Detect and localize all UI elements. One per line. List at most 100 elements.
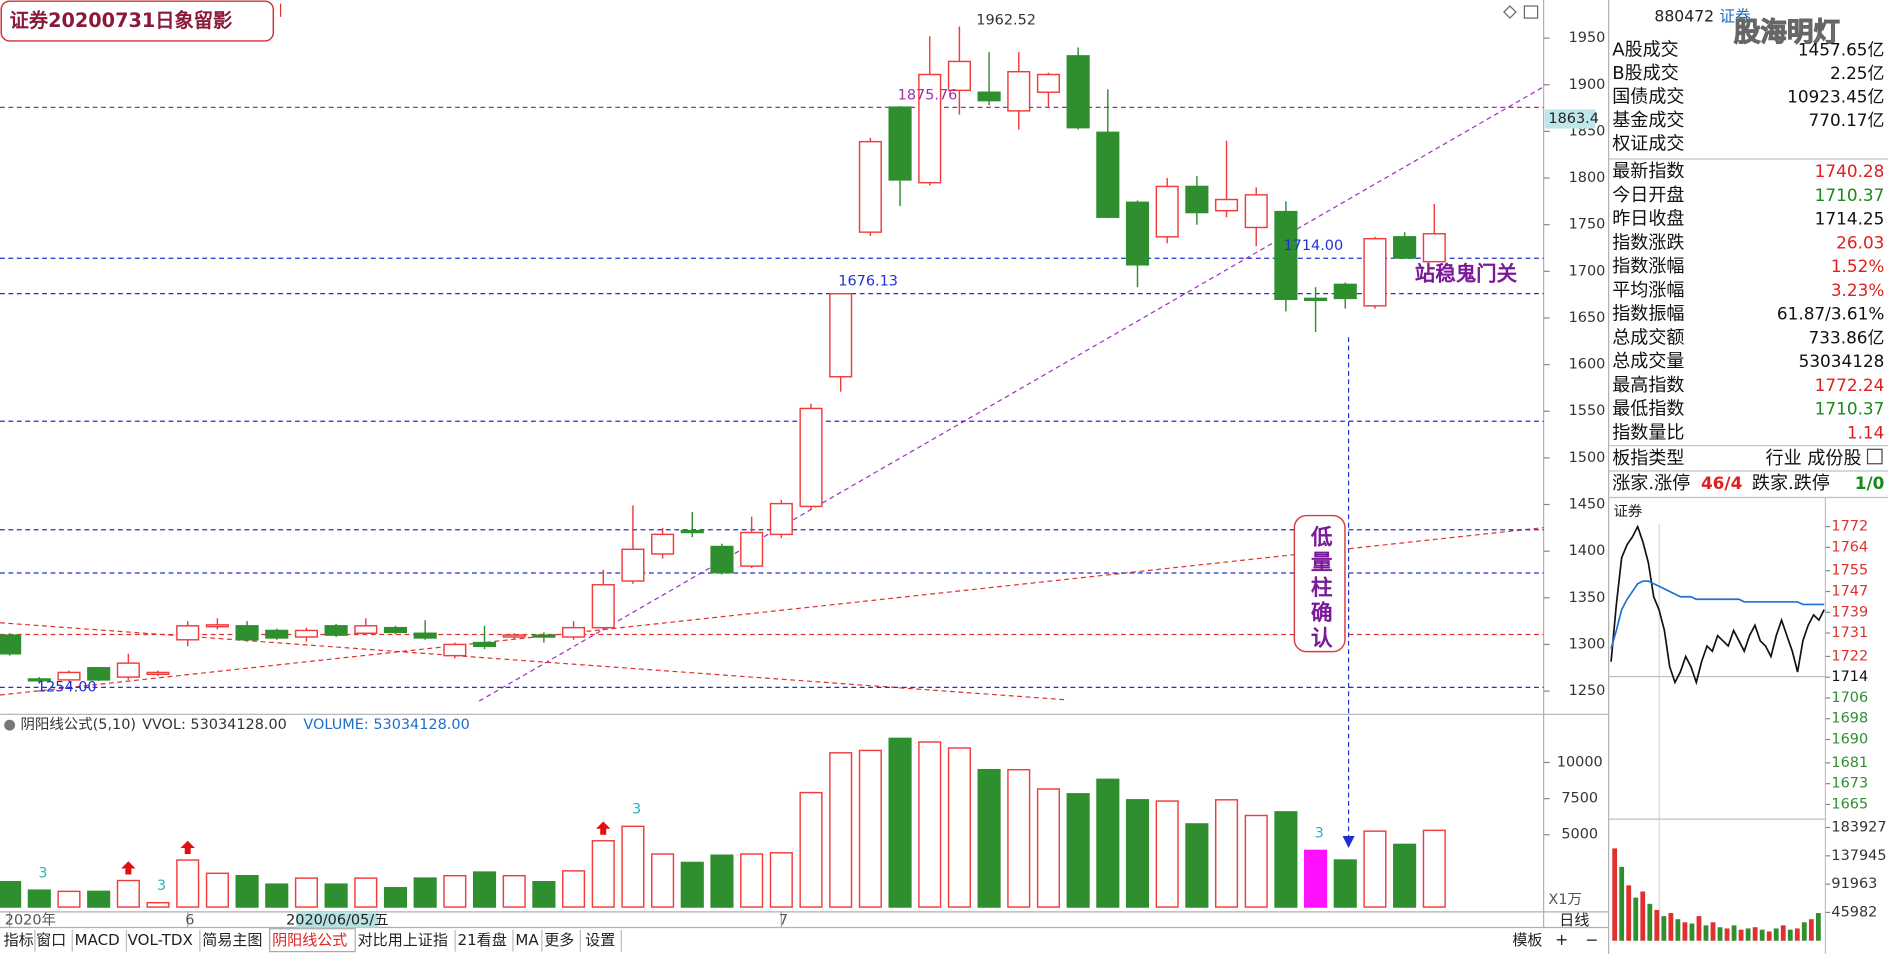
candle-body (1096, 131, 1120, 218)
candle-body (858, 140, 882, 233)
intraday-volume-bar (1794, 928, 1800, 941)
info-value: 1710.37 (1815, 399, 1885, 419)
volume-bar (176, 859, 200, 908)
y-tick-label: 1673 (1831, 776, 1868, 792)
tab[interactable]: 21看盘 (458, 931, 507, 949)
tab[interactable]: 简易主图 (202, 931, 262, 949)
volume-bar (87, 890, 111, 908)
volume-bar (1007, 768, 1031, 908)
info-value: 1.52% (1831, 256, 1885, 276)
candle-body (116, 662, 140, 678)
info-label: 跌家.跌停 (1752, 473, 1830, 494)
volume-bar (205, 872, 229, 908)
tab[interactable]: 阴阳线公式 (272, 931, 347, 949)
info-value: 3.23% (1831, 280, 1885, 300)
volume-bar (265, 883, 289, 908)
intraday-volume-bar (1759, 929, 1765, 941)
candle-body (235, 625, 259, 641)
candle-body (532, 634, 556, 638)
intraday-volume-bar (1724, 928, 1730, 941)
volume-bar (1363, 830, 1387, 908)
intraday-volume-bar (1808, 919, 1814, 941)
volume-marker: 3 (1315, 826, 1324, 842)
volume-bar (947, 747, 971, 908)
volume-bar (443, 874, 467, 908)
volume-bar (829, 752, 853, 908)
info-label: 总成交量 (1612, 351, 1684, 372)
y-tick-label: 1755 (1831, 563, 1868, 579)
intraday-volume-bar (1752, 927, 1758, 941)
candle-body (769, 502, 793, 536)
volume-bar (354, 877, 378, 908)
tab[interactable]: 指标 (4, 931, 34, 949)
volume-bar (413, 877, 437, 908)
intraday-volume-bar (1612, 848, 1618, 941)
volume-bar (1066, 793, 1090, 908)
candle-body (1363, 237, 1387, 307)
intraday-volume-bar (1717, 927, 1723, 941)
volume-bar (383, 887, 408, 908)
tab[interactable]: 窗口 (36, 931, 66, 949)
info-label: 指数涨幅 (1612, 256, 1684, 277)
candle-body (740, 531, 764, 567)
indicator-name: 阴阳线公式(5,10) (20, 716, 136, 733)
tab[interactable]: VOL-TDX (128, 931, 193, 949)
icon[interactable] (1866, 448, 1883, 465)
y-tick-label: 1300 (1569, 636, 1606, 652)
annotation: 1875.76 (898, 87, 958, 103)
tab[interactable]: MACD (75, 931, 120, 949)
indicator-icon[interactable] (4, 719, 16, 731)
volume-bar (1244, 814, 1268, 908)
y-tick-label: 1350 (1569, 590, 1606, 606)
volume-bar (1274, 811, 1298, 908)
volume-bar (1125, 799, 1150, 908)
tab[interactable]: 设置 (585, 931, 615, 949)
volume-bar (888, 737, 912, 908)
candle-body (947, 60, 971, 92)
volume-bar (1185, 823, 1209, 908)
icon[interactable] (1503, 5, 1517, 19)
volume-bar (1333, 859, 1357, 908)
annotation: 1962.52 (976, 12, 1036, 28)
candle-body (1155, 185, 1179, 238)
stock-code: 880472 (1654, 6, 1714, 25)
candle-body (1066, 55, 1090, 129)
candle-body (1185, 185, 1209, 214)
candle-body (710, 545, 734, 574)
cursor-date-bg (296, 911, 379, 928)
volume-bar (740, 853, 764, 908)
info-value: 1772.24 (1815, 375, 1885, 395)
candle-body (1244, 194, 1268, 229)
stock-name: 证券 (1719, 6, 1751, 25)
volume-bar (235, 874, 259, 908)
icon[interactable] (1523, 5, 1539, 19)
volume-bar (769, 852, 793, 908)
info-label: 板指类型 (1612, 448, 1684, 469)
candles-layer (0, 26, 1544, 688)
candle-body (1333, 283, 1357, 300)
note: 站稳鬼门关 (1415, 262, 1518, 286)
watermark: 股海明灯 (1734, 17, 1840, 48)
candle-body (799, 407, 823, 508)
info-label: 涨家.涨停 (1612, 473, 1690, 494)
tab[interactable]: 模板 (1512, 931, 1542, 949)
volume-bar (621, 825, 645, 908)
candle-body (918, 73, 942, 184)
candle-body (1036, 73, 1061, 93)
y-tick-label: 1714 (1831, 669, 1868, 685)
volume-bar (146, 901, 170, 908)
tab[interactable]: 更多 (544, 931, 574, 949)
zoom[interactable]: − (1585, 930, 1598, 949)
tab[interactable]: MA (515, 931, 539, 949)
info-value: 1710.37 (1815, 185, 1885, 205)
y-tick-label: 1550 (1569, 403, 1606, 419)
info-value: 770.17亿 (1809, 110, 1885, 130)
zoom[interactable]: + (1555, 930, 1568, 949)
intraday-volume-bar (1626, 885, 1632, 941)
tab[interactable]: 对比用上证指 (358, 931, 448, 949)
info-label: 最新指数 (1612, 161, 1684, 182)
volume-marker: 3 (157, 878, 166, 894)
volume-bar (858, 749, 882, 908)
period[interactable]: 日线 (1559, 911, 1589, 929)
